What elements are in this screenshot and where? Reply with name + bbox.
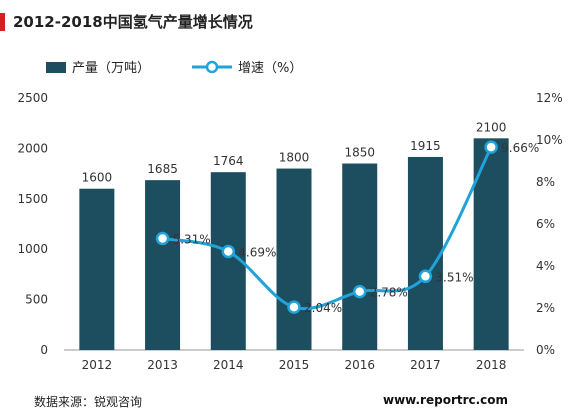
bar: [473, 138, 509, 350]
growth-point: [352, 284, 367, 299]
bar: [145, 180, 181, 350]
growth-point: [418, 269, 433, 284]
bar-data-label: 1600: [82, 171, 113, 185]
x-tick-label: 2014: [213, 358, 244, 372]
y-left-tick-label: 1500: [17, 192, 48, 206]
y-left-tick-label: 500: [25, 293, 48, 307]
bar-data-label: 2100: [476, 120, 507, 134]
y-left-tick-label: 0: [40, 343, 48, 357]
y-left-tick-label: 1000: [17, 242, 48, 256]
x-tick-label: 2016: [344, 358, 375, 372]
y-left-tick-label: 2000: [17, 141, 48, 155]
x-tick-label: 2017: [410, 358, 441, 372]
x-tick-label: 2018: [476, 358, 507, 372]
growth-point: [221, 244, 236, 259]
growth-data-label: 2.78%: [370, 286, 408, 300]
x-tick-label: 2012: [82, 358, 113, 372]
legend-bar-swatch: [46, 62, 66, 73]
growth-point: [484, 140, 498, 154]
growth-point: [287, 300, 301, 314]
growth-data-label: 4.69%: [238, 246, 276, 260]
title-accent-bar: [0, 13, 5, 31]
legend-line-marker: [205, 60, 219, 74]
y-right-tick-label: 12%: [536, 91, 563, 105]
growth-data-label: 3.51%: [435, 270, 473, 284]
y-right-tick-label: 0%: [536, 343, 555, 357]
chart-title: 2012-2018中国氢气产量增长情况: [13, 13, 253, 31]
bar-data-label: 1915: [410, 139, 441, 153]
source-note: 数据来源：锐观咨询: [34, 395, 143, 409]
bar: [342, 163, 378, 350]
bar: [407, 156, 443, 350]
growth-data-label: 2.04%: [304, 301, 342, 315]
bar-data-label: 1850: [344, 146, 375, 160]
bar-data-label: 1764: [213, 154, 244, 168]
growth-data-label: 5.31%: [173, 232, 211, 246]
legend-bar-label: 产量（万吨）: [72, 61, 150, 76]
x-tick-label: 2015: [279, 358, 310, 372]
x-tick-label: 2013: [147, 358, 178, 372]
growth-point: [155, 231, 170, 246]
bar: [276, 168, 312, 350]
y-right-tick-label: 4%: [536, 259, 555, 273]
growth-data-label: 9.66%: [501, 141, 539, 155]
bar-data-label: 1685: [147, 162, 178, 176]
bar-data-label: 1800: [279, 151, 310, 165]
y-right-tick-label: 10%: [536, 133, 563, 147]
bar: [79, 188, 115, 350]
y-left-tick-label: 2500: [17, 91, 48, 105]
y-right-tick-label: 8%: [536, 175, 555, 189]
y-right-tick-label: 6%: [536, 217, 555, 231]
legend-line-label: 增速（%）: [238, 61, 302, 76]
website-url: www.reportrc.com: [383, 393, 509, 407]
y-right-tick-label: 2%: [536, 301, 555, 315]
